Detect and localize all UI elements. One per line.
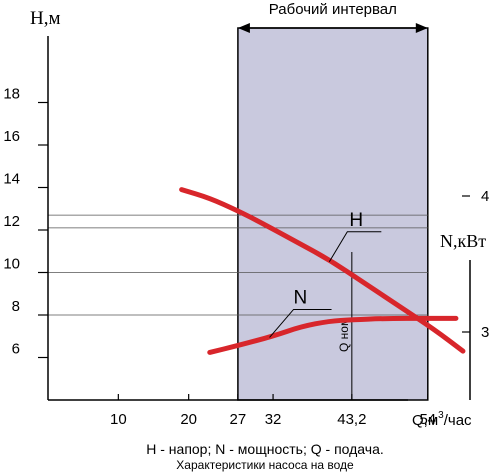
series-h-line bbox=[179, 187, 466, 354]
series-n-name: N bbox=[294, 287, 308, 308]
arrow-head-right bbox=[415, 23, 428, 33]
right-y-tick-label: 4 bbox=[481, 188, 489, 205]
chart-subtitle: Характеристики насоса на воде bbox=[176, 458, 354, 472]
x-axis-label-main: Q,м bbox=[412, 412, 438, 429]
series-n-callout: N bbox=[269, 287, 332, 338]
left-y-tick-label: 12 bbox=[3, 213, 20, 230]
left-y-tick-label: 16 bbox=[3, 128, 20, 145]
left-axis-label: H,м bbox=[30, 8, 61, 29]
left-y-tick-label: 10 bbox=[3, 256, 20, 273]
working-interval-arrow bbox=[237, 23, 428, 33]
axes bbox=[47, 36, 471, 401]
left-y-axis-ticks: 6 8 10 12 14 16 18 bbox=[3, 86, 48, 359]
left-y-tick-label: 6 bbox=[12, 341, 20, 358]
reference-lines bbox=[48, 214, 428, 316]
working-interval-label: Рабочий интервал bbox=[269, 1, 397, 18]
arrow-head-left bbox=[237, 23, 250, 33]
working-interval-band bbox=[237, 27, 429, 401]
legend-caption: H - напор; N - мощность; Q - подача. bbox=[146, 441, 384, 457]
x-axis-label-tail: /час bbox=[444, 412, 472, 429]
left-y-tick-label: 8 bbox=[12, 298, 20, 315]
x-tick-label: 43,2 bbox=[337, 411, 366, 428]
x-tick-label: 20 bbox=[180, 411, 197, 428]
series-n-leader bbox=[269, 308, 332, 338]
x-axis-label-superscript: 3 bbox=[438, 410, 444, 421]
x-tick-label: 54 bbox=[419, 411, 436, 428]
x-tick-label: 27 bbox=[230, 411, 247, 428]
left-y-tick-label: 14 bbox=[3, 171, 20, 188]
series-h-name: H bbox=[349, 210, 363, 231]
x-axis-label: Q,м3/час bbox=[412, 410, 472, 429]
series-h-leader bbox=[328, 231, 382, 263]
right-axis-label: N,кВт bbox=[440, 231, 486, 251]
right-y-axis-ticks: 34 bbox=[462, 188, 489, 341]
x-tick-label: 32 bbox=[265, 411, 282, 428]
series-n-line bbox=[207, 315, 459, 355]
right-y-tick-label: 3 bbox=[481, 324, 489, 341]
x-axis-ticks: 10 20 27 32 43,2 54 bbox=[110, 394, 436, 428]
x-tick-label: 10 bbox=[110, 411, 127, 428]
nominal-q-label: Q ном bbox=[337, 318, 351, 352]
series-h-callout: H bbox=[328, 210, 382, 263]
left-y-tick-label: 18 bbox=[3, 86, 20, 103]
